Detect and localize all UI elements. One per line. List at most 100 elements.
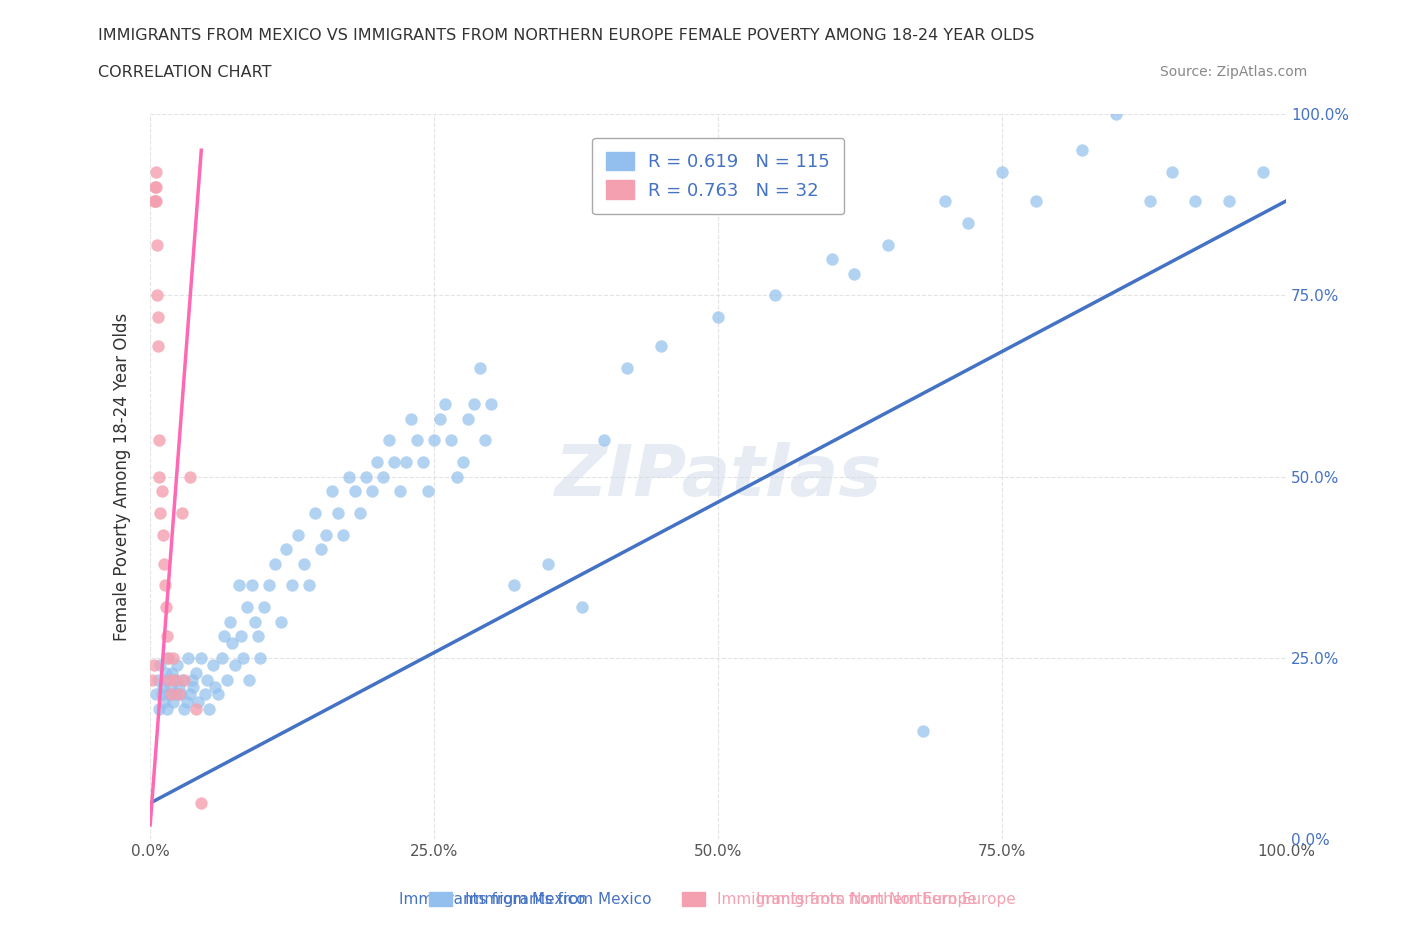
Point bbox=[194, 687, 217, 702]
Point bbox=[190, 796, 212, 811]
Point bbox=[181, 672, 204, 687]
Point bbox=[337, 470, 360, 485]
Y-axis label: Female Poverty Among 18-24 Year Olds: Female Poverty Among 18-24 Year Olds bbox=[114, 312, 131, 641]
Point bbox=[183, 680, 205, 695]
Point bbox=[354, 470, 377, 485]
Point bbox=[150, 687, 173, 702]
Point bbox=[1184, 193, 1206, 208]
Point bbox=[207, 687, 229, 702]
Point bbox=[190, 651, 212, 666]
Point bbox=[366, 455, 388, 470]
Point bbox=[571, 600, 593, 615]
Point bbox=[537, 556, 560, 571]
Point bbox=[148, 470, 170, 485]
Point bbox=[343, 484, 366, 498]
Point bbox=[349, 506, 371, 521]
Point bbox=[423, 433, 446, 448]
Point bbox=[389, 484, 412, 498]
Point bbox=[434, 397, 457, 412]
Point bbox=[474, 433, 496, 448]
Point bbox=[150, 484, 173, 498]
Point bbox=[418, 484, 440, 498]
Point bbox=[315, 527, 337, 542]
Point bbox=[232, 651, 254, 666]
Point bbox=[153, 556, 176, 571]
Point bbox=[224, 658, 246, 672]
Point bbox=[264, 556, 287, 571]
Point bbox=[165, 672, 187, 687]
Point bbox=[146, 339, 169, 353]
Point bbox=[243, 615, 266, 630]
Point bbox=[146, 310, 169, 325]
Point bbox=[148, 433, 170, 448]
Point bbox=[157, 651, 180, 666]
Point bbox=[166, 658, 188, 672]
Point bbox=[406, 433, 429, 448]
Point bbox=[170, 672, 193, 687]
Point bbox=[201, 658, 224, 672]
Point bbox=[616, 361, 638, 376]
Point bbox=[159, 680, 181, 695]
Point bbox=[451, 455, 474, 470]
Point bbox=[184, 701, 207, 716]
Point bbox=[170, 506, 193, 521]
Point bbox=[143, 193, 166, 208]
Point bbox=[593, 433, 616, 448]
Point bbox=[332, 527, 354, 542]
Point bbox=[153, 672, 176, 687]
Point bbox=[145, 165, 167, 179]
Point bbox=[229, 629, 252, 644]
Point bbox=[377, 433, 399, 448]
Point bbox=[304, 506, 326, 521]
Point bbox=[934, 193, 956, 208]
Point bbox=[155, 600, 177, 615]
Point bbox=[142, 193, 165, 208]
Point bbox=[211, 651, 233, 666]
Point bbox=[1218, 193, 1240, 208]
Point bbox=[176, 651, 198, 666]
Point bbox=[217, 672, 239, 687]
Point bbox=[1070, 143, 1092, 158]
Point bbox=[820, 252, 842, 267]
Point bbox=[155, 665, 177, 680]
Point bbox=[228, 578, 250, 593]
Point bbox=[218, 615, 240, 630]
Point bbox=[440, 433, 463, 448]
Text: IMMIGRANTS FROM MEXICO VS IMMIGRANTS FROM NORTHERN EUROPE FEMALE POVERTY AMONG 1: IMMIGRANTS FROM MEXICO VS IMMIGRANTS FRO… bbox=[98, 28, 1035, 43]
Point bbox=[156, 701, 179, 716]
Point bbox=[242, 578, 264, 593]
Point bbox=[298, 578, 321, 593]
Point bbox=[911, 724, 934, 738]
Point bbox=[184, 665, 207, 680]
Point bbox=[763, 288, 786, 303]
Text: CORRELATION CHART: CORRELATION CHART bbox=[98, 65, 271, 80]
Point bbox=[165, 672, 187, 687]
Point bbox=[395, 455, 418, 470]
Point bbox=[159, 672, 181, 687]
Point bbox=[463, 397, 485, 412]
Point bbox=[412, 455, 434, 470]
Point bbox=[877, 237, 900, 252]
Legend: R = 0.619   N = 115, R = 0.763   N = 32: R = 0.619 N = 115, R = 0.763 N = 32 bbox=[592, 138, 844, 214]
Point bbox=[446, 470, 468, 485]
Point bbox=[179, 687, 201, 702]
Point bbox=[479, 397, 502, 412]
Text: Immigrants from Mexico: Immigrants from Mexico bbox=[399, 892, 585, 907]
Point bbox=[149, 658, 172, 672]
Point bbox=[287, 527, 309, 542]
Point bbox=[259, 578, 281, 593]
Point bbox=[238, 672, 260, 687]
Point bbox=[145, 179, 167, 194]
Point bbox=[153, 694, 176, 709]
Point bbox=[187, 694, 209, 709]
Point bbox=[253, 600, 276, 615]
Point bbox=[146, 672, 169, 687]
Point bbox=[468, 361, 491, 376]
Point bbox=[221, 636, 243, 651]
Point bbox=[179, 470, 201, 485]
Point bbox=[176, 694, 198, 709]
Point bbox=[165, 687, 187, 702]
Point bbox=[141, 672, 163, 687]
Point bbox=[167, 687, 190, 702]
Point bbox=[1251, 165, 1274, 179]
